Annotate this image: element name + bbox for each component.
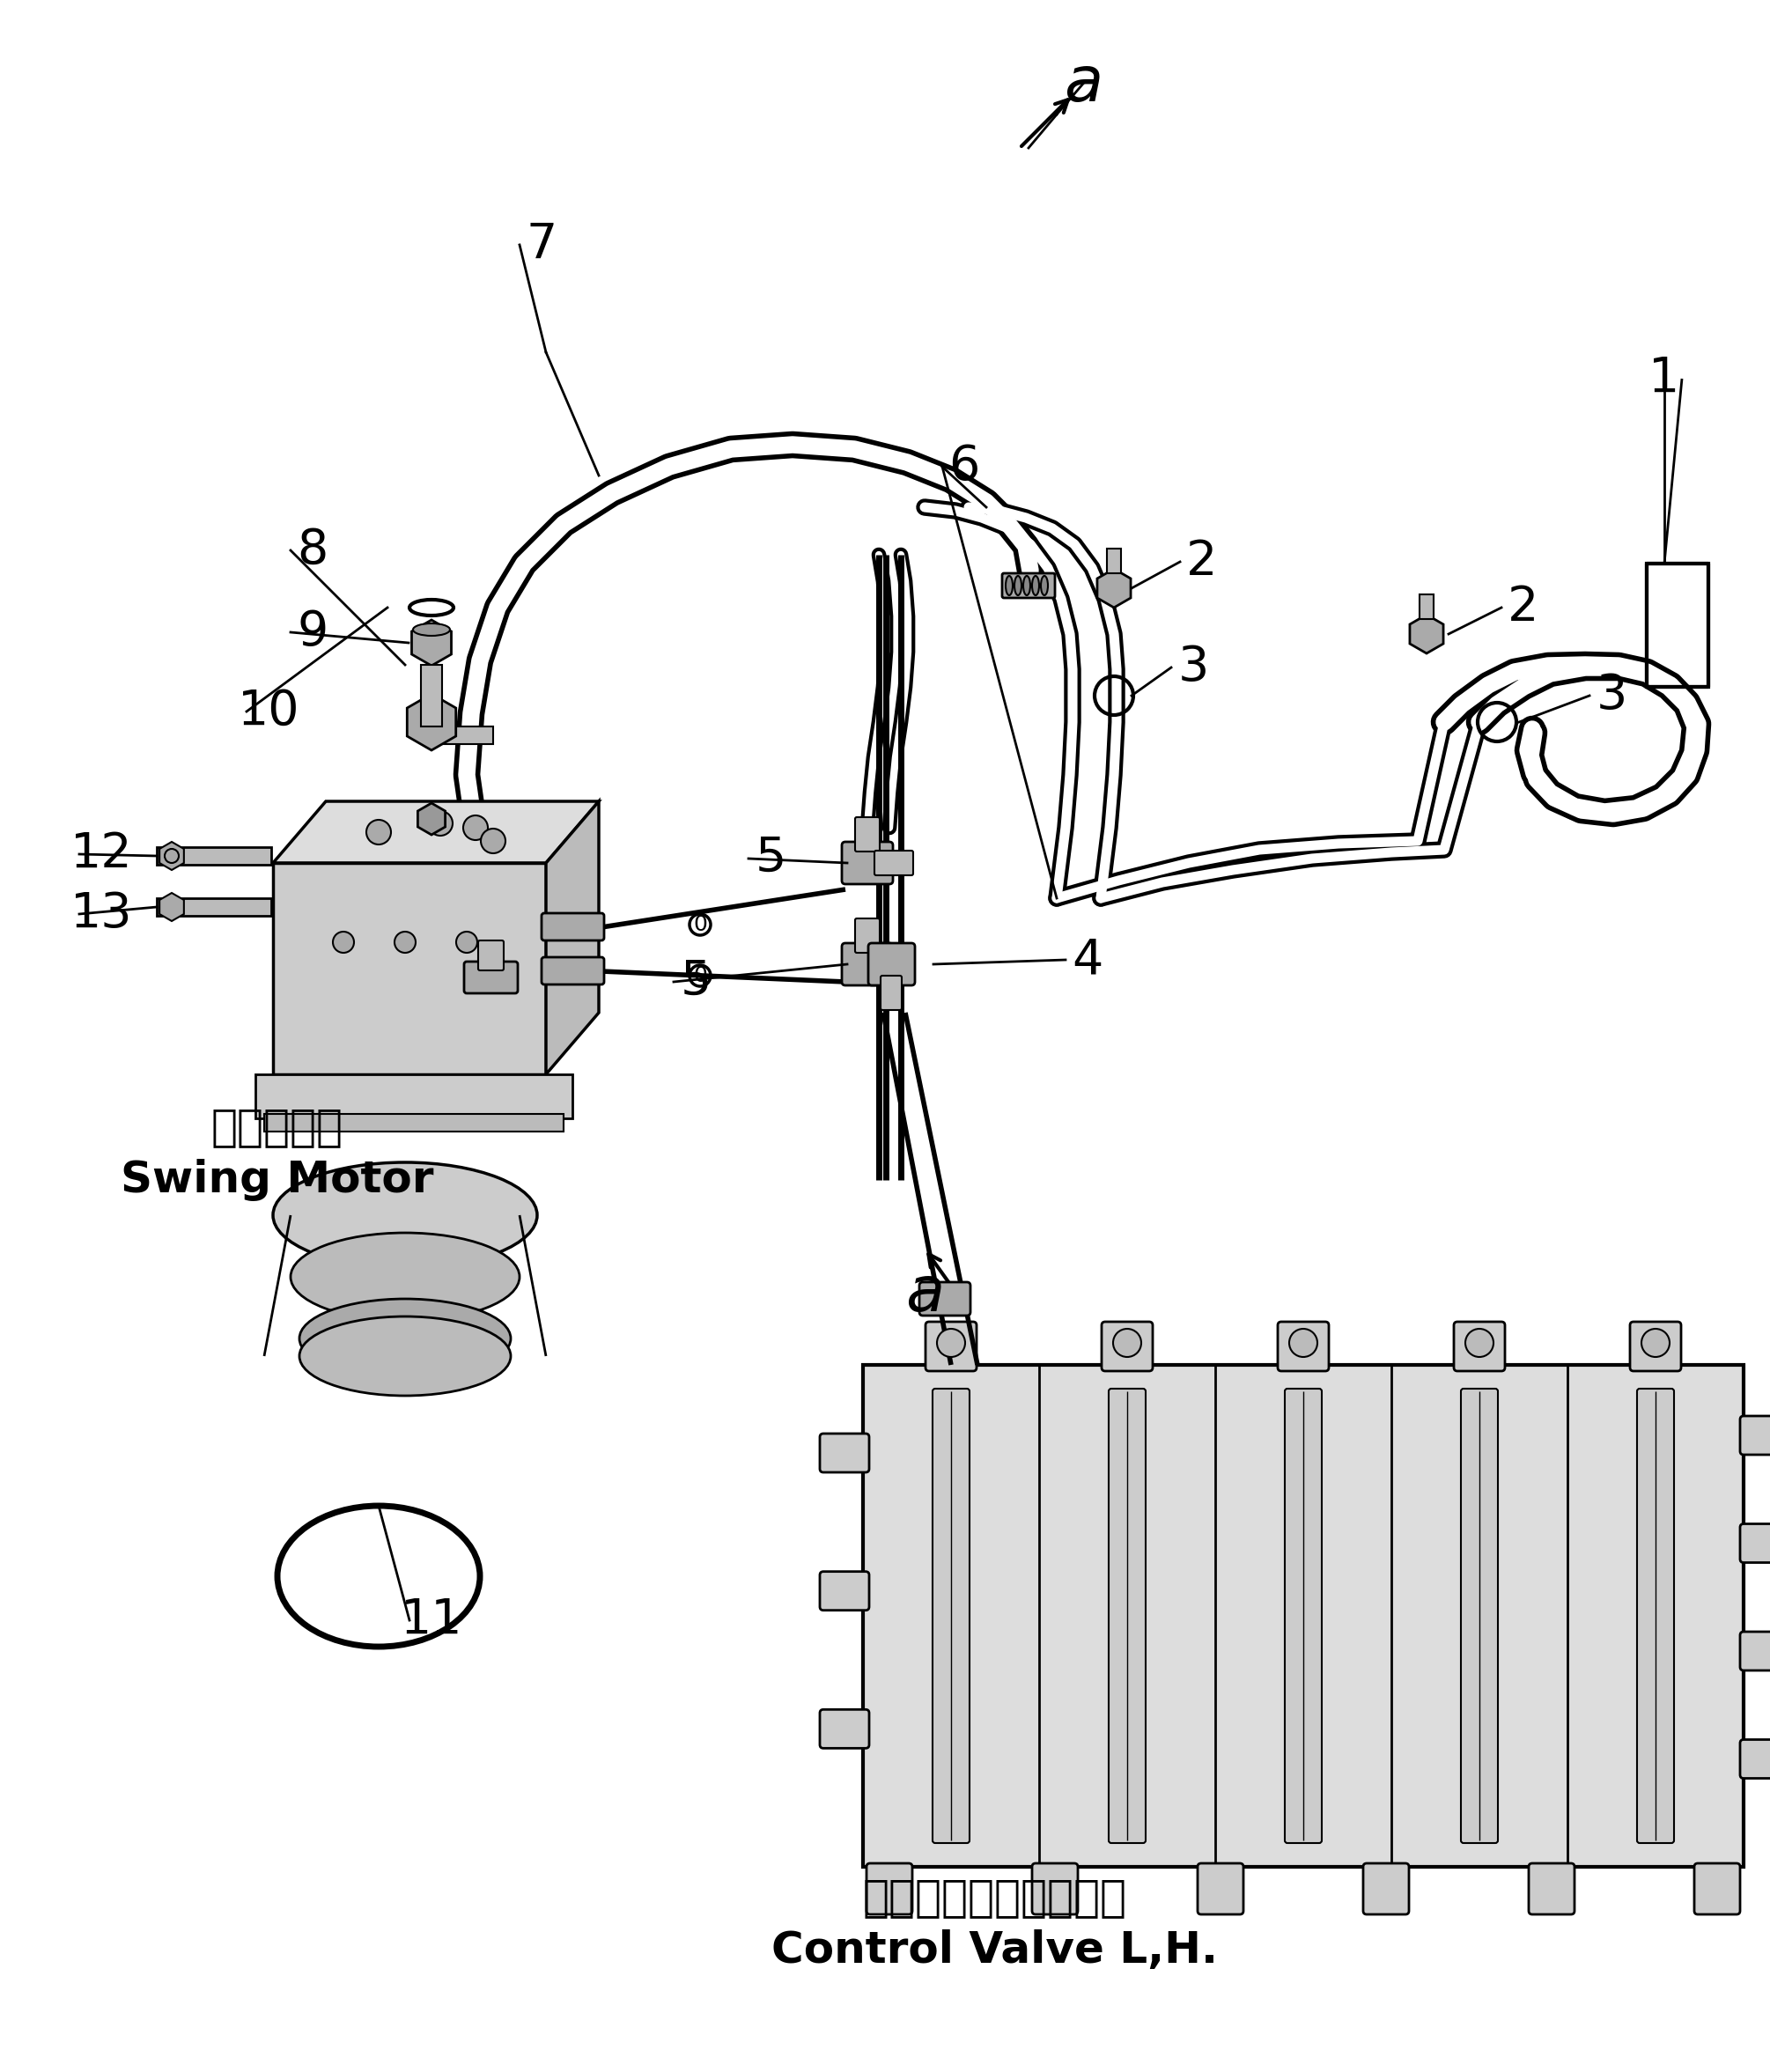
- FancyBboxPatch shape: [855, 918, 880, 953]
- Circle shape: [428, 810, 453, 835]
- FancyBboxPatch shape: [843, 841, 892, 885]
- Circle shape: [1466, 1328, 1494, 1357]
- FancyBboxPatch shape: [1460, 1388, 1497, 1844]
- Circle shape: [1113, 1328, 1142, 1357]
- Circle shape: [366, 821, 391, 845]
- Circle shape: [464, 816, 489, 839]
- FancyBboxPatch shape: [1278, 1322, 1329, 1372]
- Text: 3: 3: [1177, 644, 1209, 692]
- Circle shape: [936, 1328, 965, 1357]
- FancyBboxPatch shape: [926, 1322, 977, 1372]
- FancyBboxPatch shape: [1198, 1863, 1243, 1915]
- FancyBboxPatch shape: [1740, 1523, 1770, 1562]
- Text: 10: 10: [237, 688, 299, 736]
- Ellipse shape: [1014, 576, 1021, 595]
- Text: 0: 0: [694, 966, 706, 986]
- Polygon shape: [273, 862, 545, 1073]
- FancyBboxPatch shape: [1453, 1322, 1504, 1372]
- FancyBboxPatch shape: [1363, 1863, 1409, 1915]
- Text: 9: 9: [297, 609, 327, 657]
- Text: 0: 0: [694, 914, 706, 934]
- Ellipse shape: [273, 1162, 536, 1268]
- Text: Control Valve L,H.: Control Valve L,H.: [772, 1929, 1218, 1973]
- FancyBboxPatch shape: [855, 816, 880, 852]
- FancyBboxPatch shape: [264, 1115, 563, 1131]
- FancyBboxPatch shape: [421, 665, 442, 727]
- Text: 5: 5: [680, 957, 712, 1005]
- FancyBboxPatch shape: [1108, 1388, 1145, 1844]
- Text: 1: 1: [1650, 354, 1680, 402]
- FancyBboxPatch shape: [255, 1073, 572, 1119]
- FancyBboxPatch shape: [1285, 1388, 1322, 1844]
- FancyBboxPatch shape: [158, 847, 271, 864]
- FancyBboxPatch shape: [820, 1709, 869, 1749]
- Ellipse shape: [412, 624, 450, 636]
- FancyBboxPatch shape: [1630, 1322, 1681, 1372]
- FancyBboxPatch shape: [1101, 1322, 1152, 1372]
- Polygon shape: [545, 802, 598, 1073]
- FancyBboxPatch shape: [1032, 1863, 1078, 1915]
- FancyBboxPatch shape: [1106, 549, 1120, 574]
- FancyBboxPatch shape: [542, 957, 604, 984]
- FancyBboxPatch shape: [874, 852, 913, 874]
- FancyBboxPatch shape: [919, 1283, 970, 1316]
- Circle shape: [333, 932, 354, 953]
- FancyBboxPatch shape: [881, 976, 901, 1009]
- FancyBboxPatch shape: [820, 1434, 869, 1473]
- Text: 13: 13: [71, 891, 133, 939]
- Text: 2: 2: [1508, 584, 1538, 632]
- FancyBboxPatch shape: [864, 1365, 1743, 1867]
- FancyBboxPatch shape: [869, 943, 915, 986]
- FancyBboxPatch shape: [542, 914, 604, 941]
- Text: 6: 6: [949, 443, 981, 491]
- Text: 4: 4: [1073, 937, 1103, 984]
- Text: コントロールバルブ左: コントロールバルブ左: [864, 1877, 1127, 1919]
- Ellipse shape: [299, 1316, 512, 1397]
- FancyBboxPatch shape: [1740, 1633, 1770, 1670]
- Ellipse shape: [299, 1299, 512, 1378]
- FancyBboxPatch shape: [478, 941, 504, 970]
- Circle shape: [481, 829, 506, 854]
- Circle shape: [457, 932, 478, 953]
- Text: 旋回モータ: 旋回モータ: [211, 1106, 343, 1148]
- Text: a: a: [904, 1264, 943, 1324]
- FancyBboxPatch shape: [1637, 1388, 1674, 1844]
- Text: 12: 12: [71, 831, 133, 879]
- FancyBboxPatch shape: [1740, 1415, 1770, 1455]
- Ellipse shape: [1005, 576, 1012, 595]
- FancyBboxPatch shape: [1529, 1863, 1575, 1915]
- Ellipse shape: [290, 1233, 520, 1320]
- Text: 11: 11: [400, 1598, 462, 1643]
- Circle shape: [1641, 1328, 1669, 1357]
- FancyBboxPatch shape: [1740, 1740, 1770, 1778]
- FancyBboxPatch shape: [1420, 595, 1434, 620]
- Polygon shape: [273, 802, 598, 862]
- Text: Swing Motor: Swing Motor: [120, 1158, 434, 1202]
- Text: 7: 7: [526, 222, 558, 269]
- Text: 8: 8: [297, 526, 327, 574]
- FancyBboxPatch shape: [933, 1388, 970, 1844]
- Circle shape: [1289, 1328, 1317, 1357]
- FancyBboxPatch shape: [158, 897, 271, 916]
- Ellipse shape: [1041, 576, 1048, 595]
- FancyBboxPatch shape: [1002, 574, 1055, 599]
- Circle shape: [395, 932, 416, 953]
- Text: 5: 5: [756, 835, 786, 883]
- FancyBboxPatch shape: [820, 1571, 869, 1610]
- FancyBboxPatch shape: [867, 1863, 912, 1915]
- FancyBboxPatch shape: [464, 961, 519, 992]
- FancyBboxPatch shape: [874, 951, 913, 976]
- Ellipse shape: [1023, 576, 1030, 595]
- Text: a: a: [1064, 54, 1103, 114]
- Text: 3: 3: [1597, 671, 1627, 719]
- FancyBboxPatch shape: [1694, 1863, 1740, 1915]
- FancyBboxPatch shape: [843, 943, 892, 986]
- Text: 2: 2: [1186, 539, 1218, 586]
- FancyBboxPatch shape: [432, 727, 494, 744]
- Ellipse shape: [1032, 576, 1039, 595]
